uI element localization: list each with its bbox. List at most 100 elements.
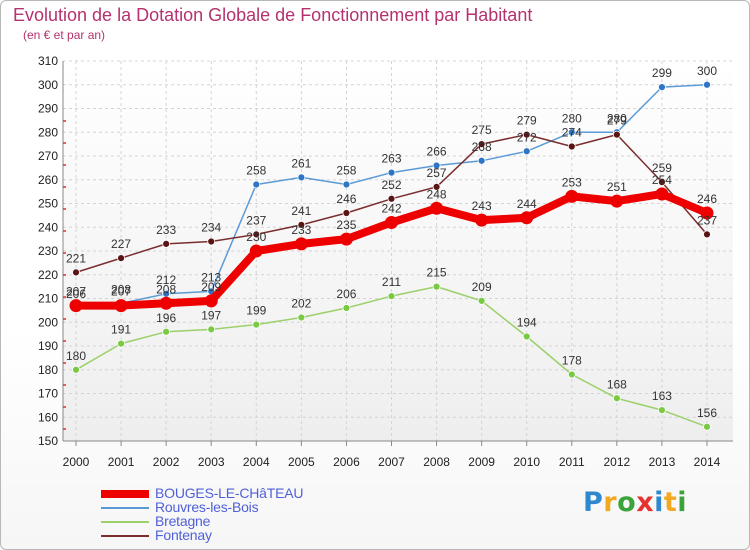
data-label-fontenay: 275 [472,123,492,137]
data-label-fontenay: 259 [652,161,672,175]
y-tick-label: 200 [38,315,58,329]
data-label-bretagne: 180 [66,349,86,363]
data-point-rouvres-les-bois [658,83,666,92]
data-point-bretagne [297,313,306,322]
data-point-rouvres-les-bois [703,80,711,89]
x-tick-label: 2005 [288,455,315,469]
data-point-rouvres-les-bois [342,180,351,189]
data-point-bretagne [567,370,576,379]
data-point-rouvres-les-bois [252,180,261,189]
legend-swatch [101,490,149,498]
data-label-bouges-le-ch-teau: 242 [381,202,401,216]
data-label-rouvres-les-bois: 258 [246,164,266,178]
data-label-bouges-le-ch-teau: 230 [246,230,266,244]
y-tick-label: 300 [38,78,58,92]
data-label-bouges-le-ch-teau: 251 [607,180,627,194]
data-point-bretagne [207,325,216,334]
legend-label: BOUGES-LE-CHâTEAU [155,485,304,501]
data-point-fontenay [658,178,666,187]
data-point-bretagne [703,422,711,431]
y-tick-label: 270 [38,149,58,163]
data-label-fontenay: 274 [562,126,582,140]
data-label-rouvres-les-bois: 263 [381,152,401,166]
data-point-bretagne [522,332,531,341]
data-point-fontenay [162,239,171,248]
data-point-bouges-le-ch-teau [475,213,489,227]
x-tick-label: 2012 [604,455,631,469]
data-point-fontenay [117,254,125,263]
plot-area [63,61,733,441]
data-label-bouges-le-ch-teau: 253 [562,175,582,189]
y-tick-label: 180 [38,363,58,377]
data-label-bretagne: 215 [427,266,447,280]
y-tick-label: 220 [38,268,58,282]
data-point-bretagne [342,304,351,312]
data-label-fontenay: 237 [246,213,266,227]
data-label-rouvres-les-bois: 299 [652,66,672,80]
data-label-rouvres-les-bois: 280 [607,111,627,125]
y-tick-label: 260 [38,173,58,187]
logo-letter: x [636,487,655,518]
data-point-bouges-le-ch-teau [339,232,353,246]
data-label-bretagne: 211 [382,275,401,289]
logo-letter: t [663,487,678,518]
data-label-bouges-le-ch-teau: 243 [472,199,492,213]
data-label-bouges-le-ch-teau: 246 [697,192,717,206]
data-label-bouges-le-ch-teau: 235 [336,218,356,232]
logo-letter: r [603,487,618,518]
data-point-fontenay [522,130,531,139]
data-label-rouvres-les-bois: 272 [517,130,537,144]
y-tick-label: 150 [38,434,58,448]
data-label-rouvres-les-bois: 266 [427,145,447,159]
data-label-fontenay: 279 [517,114,537,128]
data-label-rouvres-les-bois: 208 [111,282,131,296]
data-label-fontenay: 234 [201,221,221,235]
data-label-bretagne: 156 [697,406,717,420]
data-label-rouvres-les-bois: 261 [291,156,311,170]
data-label-fontenay: 241 [291,204,311,218]
x-tick-label: 2004 [243,455,270,469]
y-tick-label: 210 [38,292,58,306]
x-tick-label: 2013 [649,455,676,469]
data-point-fontenay [387,194,396,203]
data-point-fontenay [252,230,261,239]
logo-letter: P [583,487,604,518]
data-point-fontenay [342,209,351,217]
data-point-fontenay [477,140,486,149]
data-label-rouvres-les-bois: 213 [201,270,221,284]
data-point-rouvres-les-bois [567,128,576,137]
data-label-fontenay: 279 [607,114,627,128]
y-tick-label: 160 [38,410,58,424]
data-label-bouges-le-ch-teau: 248 [427,187,447,201]
data-label-bretagne: 163 [652,389,672,403]
data-label-fontenay: 246 [336,192,356,206]
data-label-fontenay: 257 [427,166,447,180]
data-label-bouges-le-ch-teau: 244 [517,197,537,211]
x-tick-label: 2014 [694,455,721,469]
data-label-bretagne: 196 [156,311,176,325]
data-label-rouvres-les-bois: 258 [336,164,356,178]
data-label-rouvres-les-bois: 300 [697,64,717,78]
data-point-fontenay [432,182,441,191]
data-label-fontenay: 221 [66,251,86,265]
data-label-bretagne: 206 [336,287,356,301]
data-label-fontenay: 252 [381,178,401,192]
data-label-fontenay: 237 [697,213,717,227]
x-tick-label: 2011 [559,455,585,469]
data-point-bretagne [162,327,171,336]
x-tick-label: 2002 [153,455,180,469]
logo-letter: o [617,487,637,518]
y-tick-label: 310 [38,54,58,68]
data-point-bouges-le-ch-teau [204,294,218,308]
data-label-bouges-le-ch-teau: 207 [66,285,86,299]
data-point-bouges-le-ch-teau [114,299,128,313]
data-point-bouges-le-ch-teau [520,211,534,225]
data-point-bouges-le-ch-teau [430,201,444,215]
data-point-bretagne [252,320,261,329]
data-point-bouges-le-ch-teau [294,237,308,251]
data-label-bretagne: 199 [246,304,266,318]
data-label-rouvres-les-bois: 268 [472,140,492,154]
x-tick-label: 2001 [108,455,135,469]
